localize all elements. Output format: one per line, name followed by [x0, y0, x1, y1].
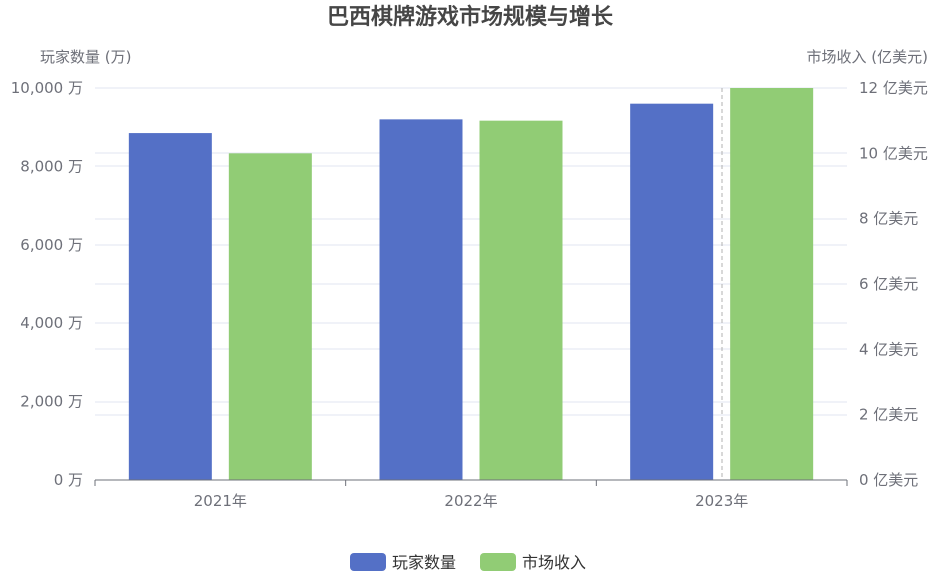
legend-label: 玩家数量	[392, 553, 456, 572]
y-left-tick-label: 6,000 万	[20, 236, 83, 254]
y-left-tick-labels: 0 万 2,000 万 4,000 万 6,000 万 8,000 万 10,000 万	[11, 79, 83, 489]
bar-revenue[interactable]	[228, 153, 312, 481]
bar-revenue[interactable]	[479, 120, 563, 481]
bar-players[interactable]	[379, 119, 463, 481]
x-tick-label: 2021年	[194, 492, 247, 510]
bars	[128, 88, 814, 481]
bar-players[interactable]	[630, 103, 714, 481]
x-tick-label: 2022年	[444, 492, 497, 510]
bar-players[interactable]	[128, 133, 212, 480]
y-right-tick-label: 6 亿美元	[859, 275, 918, 293]
y-left-tick-label: 2,000 万	[20, 393, 83, 411]
y-right-tick-label: 0 亿美元	[859, 471, 918, 489]
legend-swatch	[350, 553, 386, 571]
legend-item-revenue[interactable]: 市场收入	[480, 553, 586, 572]
x-axis: 2021年 2022年 2023年	[94, 479, 848, 510]
y-right-tick-label: 4 亿美元	[859, 340, 918, 358]
y-left-tick-label: 10,000 万	[11, 79, 83, 97]
y-right-tick-label: 10 亿美元	[859, 144, 928, 162]
legend-swatch	[480, 553, 516, 571]
y-right-tick-label: 2 亿美元	[859, 406, 918, 424]
y-left-tick-label: 8,000 万	[20, 157, 83, 175]
y-left-tick-label: 0 万	[54, 471, 83, 489]
y-left-tick-label: 4,000 万	[20, 314, 83, 332]
y-right-tick-label: 12 亿美元	[859, 79, 928, 97]
legend-label: 市场收入	[522, 553, 586, 572]
legend[interactable]: 玩家数量 市场收入	[350, 553, 586, 572]
y-right-tick-labels: 0 亿美元 2 亿美元 4 亿美元 6 亿美元 8 亿美元 10 亿美元 12 亿美元	[859, 79, 928, 489]
y-right-axis-label: 市场收入 (亿美元)	[807, 48, 928, 66]
chart-title: 巴西棋牌游戏市场规模与增长	[327, 4, 614, 30]
y-right-tick-label: 8 亿美元	[859, 210, 918, 228]
y-left-axis-label: 玩家数量 (万)	[40, 48, 131, 66]
legend-item-players[interactable]: 玩家数量	[350, 553, 456, 572]
bar-revenue[interactable]	[730, 88, 814, 480]
x-tick-label: 2023年	[695, 492, 748, 510]
